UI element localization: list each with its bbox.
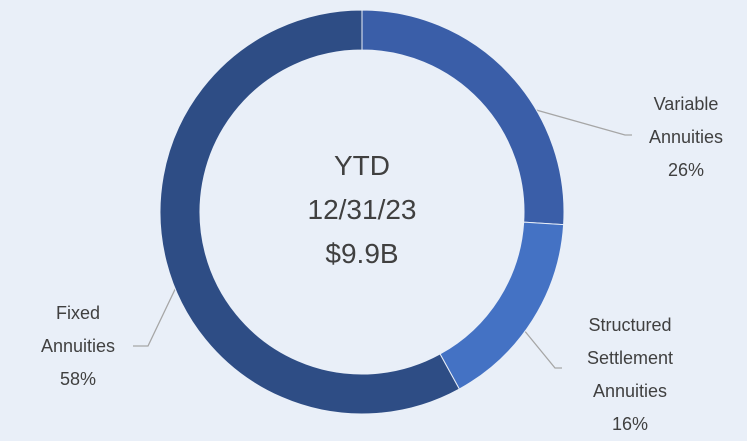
category-label: Fixed Annuities [40, 303, 116, 356]
center-text: $9.9B [325, 238, 399, 269]
percent-label: 26% [667, 160, 705, 180]
category-label: Variable Annuities [648, 94, 724, 147]
category-label: Structured Settlement Annuities [586, 315, 674, 401]
slice-label: Fixed Annuities 58% [18, 297, 138, 396]
slice-label: Variable Annuities 26% [626, 88, 746, 187]
center-text: YTD [334, 150, 390, 181]
chart: Variable Annuities 26% Structured Settleme… [18, 9, 746, 434]
donut-slice [159, 9, 460, 415]
donut-chart [133, 9, 632, 415]
percent-label: 16% [611, 414, 649, 434]
donut-slice [361, 9, 565, 226]
center-text: 12/31/23 [307, 194, 417, 225]
slice-label: Structured Settlement Annuities 16% [560, 309, 700, 441]
percent-label: 58% [59, 369, 97, 389]
